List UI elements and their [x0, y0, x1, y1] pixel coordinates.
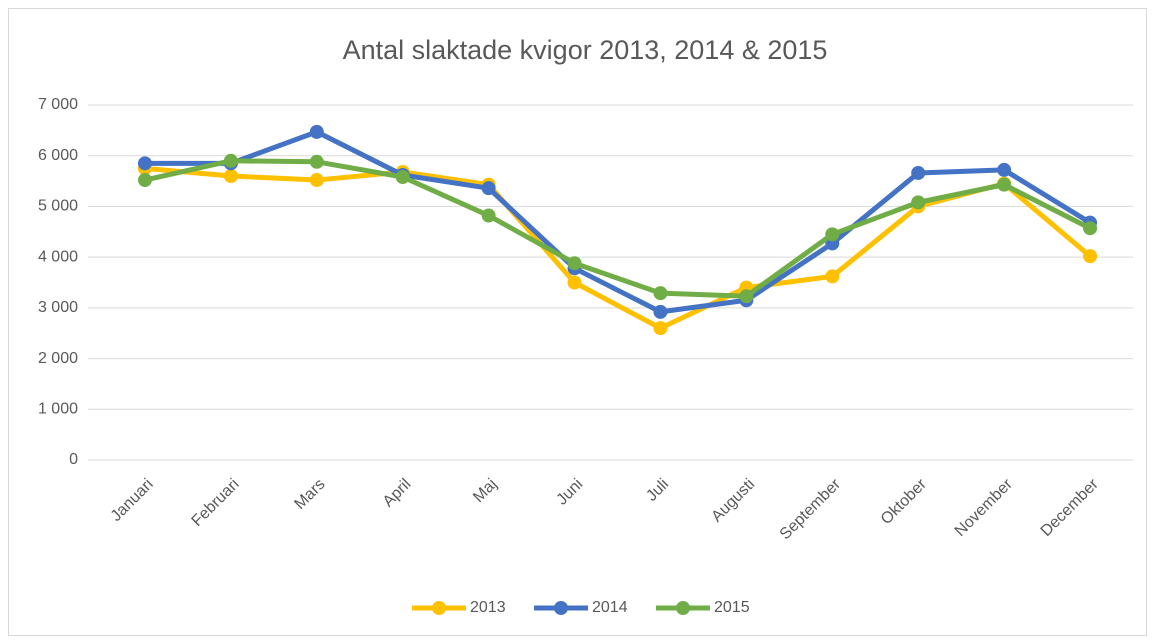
chart-title: Antal slaktade kvigor 2013, 2014 & 2015 — [343, 35, 828, 65]
chart-border — [8, 8, 1147, 636]
point — [309, 154, 324, 169]
point — [395, 170, 410, 185]
point — [997, 162, 1012, 177]
point — [481, 208, 496, 223]
legend-label: 2013 — [470, 599, 506, 616]
y-tick-label: 1 000 — [38, 401, 78, 418]
legend-marker — [676, 601, 690, 615]
point — [911, 195, 926, 210]
series-line — [144, 129, 1092, 315]
y-tick-label: 3 000 — [38, 299, 78, 316]
point — [223, 153, 238, 168]
point — [309, 124, 324, 139]
point — [825, 227, 840, 242]
point — [825, 269, 840, 284]
point — [137, 156, 152, 171]
point — [653, 321, 668, 336]
point — [911, 165, 926, 180]
point — [997, 177, 1012, 192]
point — [223, 169, 238, 183]
legend-label: 2014 — [592, 599, 628, 616]
point — [309, 173, 324, 188]
point — [567, 275, 582, 290]
point — [1083, 221, 1098, 236]
y-tick-label: 0 — [69, 451, 78, 468]
point — [567, 256, 582, 271]
series-line — [144, 165, 1092, 331]
y-tick-label: 2 000 — [38, 350, 78, 367]
point — [653, 304, 668, 319]
point — [481, 181, 496, 196]
legend-marker — [432, 601, 446, 615]
y-tick-label: 7 000 — [38, 96, 78, 113]
point — [137, 173, 152, 188]
point — [1083, 249, 1098, 264]
y-tick-label: 6 000 — [38, 147, 78, 164]
legend-marker — [554, 601, 568, 615]
y-tick-label: 4 000 — [38, 248, 78, 265]
legend-label: 2015 — [714, 599, 750, 616]
series-line — [144, 158, 1092, 299]
y-tick-label: 5 000 — [38, 198, 78, 215]
point — [653, 286, 668, 301]
point — [739, 289, 754, 304]
